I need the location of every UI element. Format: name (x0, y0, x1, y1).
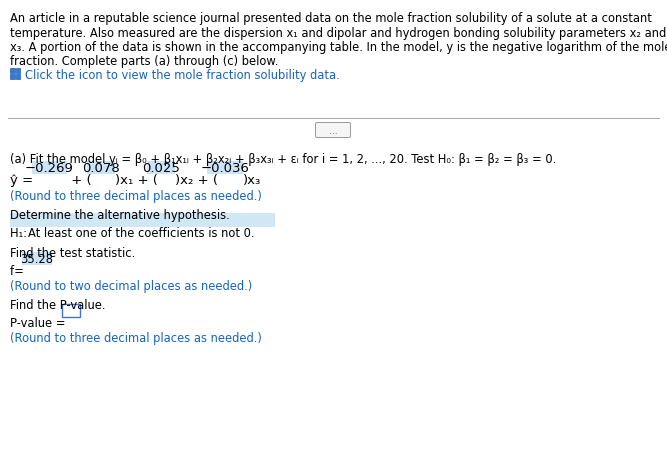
Text: fraction. Complete parts (a) through (c) below.: fraction. Complete parts (a) through (c)… (10, 55, 278, 69)
Text: f=: f= (10, 265, 27, 278)
Text: x₃. A portion of the data is shown in the accompanying table. In the model, y is: x₃. A portion of the data is shown in th… (10, 41, 667, 54)
Text: (Round to three decimal places as needed.): (Round to three decimal places as needed… (10, 189, 262, 203)
Bar (32, 162, 67, 175)
FancyBboxPatch shape (315, 123, 350, 138)
Text: (a) Fit the model yᵢ = β₀ + β₁x₁ᵢ + β₂x₂ᵢ + β₃x₃ᵢ + εᵢ for i = 1, 2, ..., 20. Te: (a) Fit the model yᵢ = β₀ + β₁x₁ᵢ + β₂x₂… (10, 153, 556, 166)
Text: ...: ... (329, 126, 338, 135)
Text: −0.036: −0.036 (201, 162, 249, 175)
Text: )x₃: )x₃ (243, 174, 261, 187)
Bar (22, 252, 52, 266)
Text: Find the P-value.: Find the P-value. (10, 298, 105, 311)
Bar (10, 69, 15, 74)
Text: P-value =: P-value = (10, 317, 69, 329)
Text: Determine the alternative hypothesis.: Determine the alternative hypothesis. (10, 208, 229, 221)
Text: 0.078: 0.078 (82, 162, 120, 175)
Text: (Round to two decimal places as needed.): (Round to two decimal places as needed.) (10, 279, 252, 292)
Text: An article in a reputable science journal presented data on the mole fraction so: An article in a reputable science journa… (10, 12, 652, 25)
Bar (62, 304, 80, 317)
Text: + (: + ( (67, 174, 91, 187)
Text: At least one of the coefficients is not 0.: At least one of the coefficients is not … (28, 227, 255, 239)
Text: 35.28: 35.28 (21, 252, 53, 266)
Text: H₁:: H₁: (10, 227, 34, 239)
Text: )x₁ + (: )x₁ + ( (115, 174, 158, 187)
Text: 0.025: 0.025 (142, 162, 180, 175)
Bar (147, 162, 175, 175)
Text: temperature. Also measured are the dispersion x₁ and dipolar and hydrogen bondin: temperature. Also measured are the dispe… (10, 27, 666, 40)
Text: Click the icon to view the mole fraction solubility data.: Click the icon to view the mole fraction… (25, 69, 340, 81)
Bar (10, 214, 275, 228)
Text: Find the test statistic.: Find the test statistic. (10, 247, 135, 259)
Bar (87, 162, 115, 175)
Bar (16, 69, 20, 74)
Text: (Round to three decimal places as needed.): (Round to three decimal places as needed… (10, 331, 262, 344)
Text: ŷ =: ŷ = (10, 174, 37, 187)
Bar (10, 75, 15, 79)
Bar (207, 162, 243, 175)
Text: )x₂ + (: )x₂ + ( (175, 174, 218, 187)
Bar (16, 75, 20, 79)
Text: −0.269: −0.269 (25, 162, 74, 175)
